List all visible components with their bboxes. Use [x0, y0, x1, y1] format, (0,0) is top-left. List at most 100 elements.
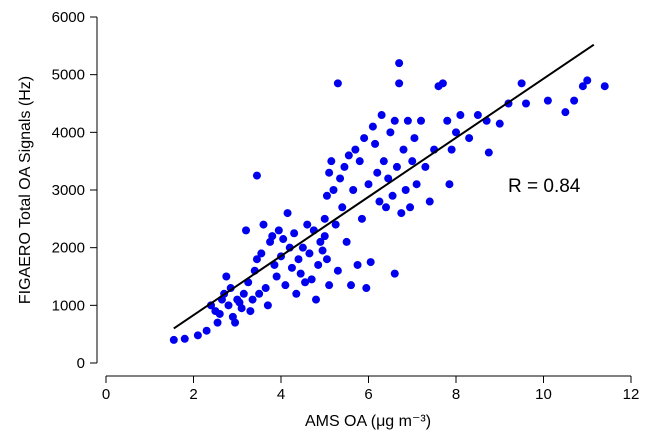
data-point — [263, 301, 272, 310]
data-point — [303, 220, 312, 229]
data-point — [305, 249, 314, 258]
data-point — [252, 255, 261, 264]
data-point — [438, 79, 447, 88]
y-tick-label: 3000 — [52, 182, 85, 199]
data-point — [215, 309, 224, 318]
data-point — [320, 214, 329, 223]
data-point — [224, 301, 233, 310]
data-points — [169, 59, 609, 344]
data-point — [318, 246, 327, 255]
data-point — [301, 278, 310, 287]
data-point — [371, 139, 380, 148]
data-point — [384, 174, 393, 183]
data-point — [327, 157, 336, 166]
data-point — [364, 180, 373, 189]
data-point — [312, 295, 320, 304]
data-point — [495, 119, 504, 128]
data-point — [445, 180, 454, 189]
data-point — [390, 116, 399, 125]
data-point — [274, 226, 283, 235]
data-point — [316, 237, 325, 246]
data-point — [239, 289, 248, 298]
data-point — [292, 289, 301, 298]
data-point — [382, 203, 390, 212]
data-point — [333, 79, 342, 88]
data-point — [417, 116, 425, 125]
data-point — [392, 162, 401, 171]
data-point — [338, 203, 347, 212]
data-point — [259, 220, 268, 229]
y-tick-label: 5000 — [52, 67, 85, 84]
data-point — [193, 331, 202, 340]
data-point — [226, 284, 235, 293]
data-point — [395, 59, 404, 68]
y-tick-label: 0 — [77, 355, 85, 372]
data-point — [353, 260, 362, 269]
data-point — [336, 174, 345, 183]
data-point — [325, 168, 334, 177]
x-tick-label: 2 — [189, 386, 197, 403]
data-point — [255, 289, 264, 298]
data-point — [410, 134, 419, 143]
data-point — [473, 111, 482, 120]
data-point — [366, 258, 375, 267]
data-point — [570, 96, 579, 105]
data-point — [180, 334, 189, 343]
x-tick-label: 6 — [364, 386, 372, 403]
data-point — [347, 281, 355, 290]
data-point — [373, 168, 382, 177]
data-point — [213, 318, 222, 327]
data-point — [333, 266, 342, 275]
data-point — [342, 237, 351, 246]
data-point — [368, 122, 377, 131]
data-point — [522, 99, 530, 108]
data-point — [294, 255, 303, 264]
data-point — [314, 260, 323, 269]
data-point — [296, 269, 305, 278]
plot-area: 0 2 4 6 8 10 12 0 1000 2000 3000 4000 5000 6000 — [52, 9, 640, 403]
data-point — [257, 249, 266, 258]
data-point — [169, 335, 178, 344]
data-point — [283, 209, 292, 218]
data-point — [322, 255, 331, 264]
data-point — [281, 281, 290, 290]
data-point — [355, 157, 364, 166]
data-point — [307, 275, 316, 284]
data-point — [237, 304, 246, 313]
data-point — [320, 232, 329, 241]
data-point — [600, 82, 609, 91]
data-point — [395, 79, 404, 88]
data-point — [390, 269, 399, 278]
y-tick-label: 4000 — [52, 124, 85, 141]
y-tick-label: 2000 — [52, 240, 85, 257]
data-point — [222, 272, 231, 281]
regression-line — [173, 43, 595, 330]
data-point — [447, 145, 456, 154]
data-point — [452, 128, 460, 137]
x-tick-label: 0 — [102, 386, 110, 403]
r-annotation: R = 0.84 — [508, 176, 581, 197]
data-point — [340, 162, 349, 171]
data-point — [484, 148, 493, 157]
data-point — [397, 209, 406, 218]
data-point — [287, 263, 296, 272]
x-tick-label: 4 — [277, 386, 285, 403]
data-point — [298, 243, 307, 252]
data-point — [351, 145, 360, 154]
data-point — [290, 229, 299, 238]
data-point — [357, 214, 366, 223]
data-point — [261, 284, 270, 293]
data-point — [465, 134, 474, 143]
data-point — [517, 79, 526, 88]
data-point — [399, 145, 408, 154]
data-point — [279, 235, 288, 244]
data-point — [377, 111, 386, 120]
data-point — [322, 191, 331, 200]
x-tick-label: 12 — [623, 386, 640, 403]
data-point — [268, 232, 277, 241]
data-point — [248, 295, 257, 304]
data-point — [329, 186, 338, 194]
y-tick-label: 1000 — [52, 297, 85, 314]
data-point — [231, 318, 240, 327]
data-point — [344, 151, 353, 160]
